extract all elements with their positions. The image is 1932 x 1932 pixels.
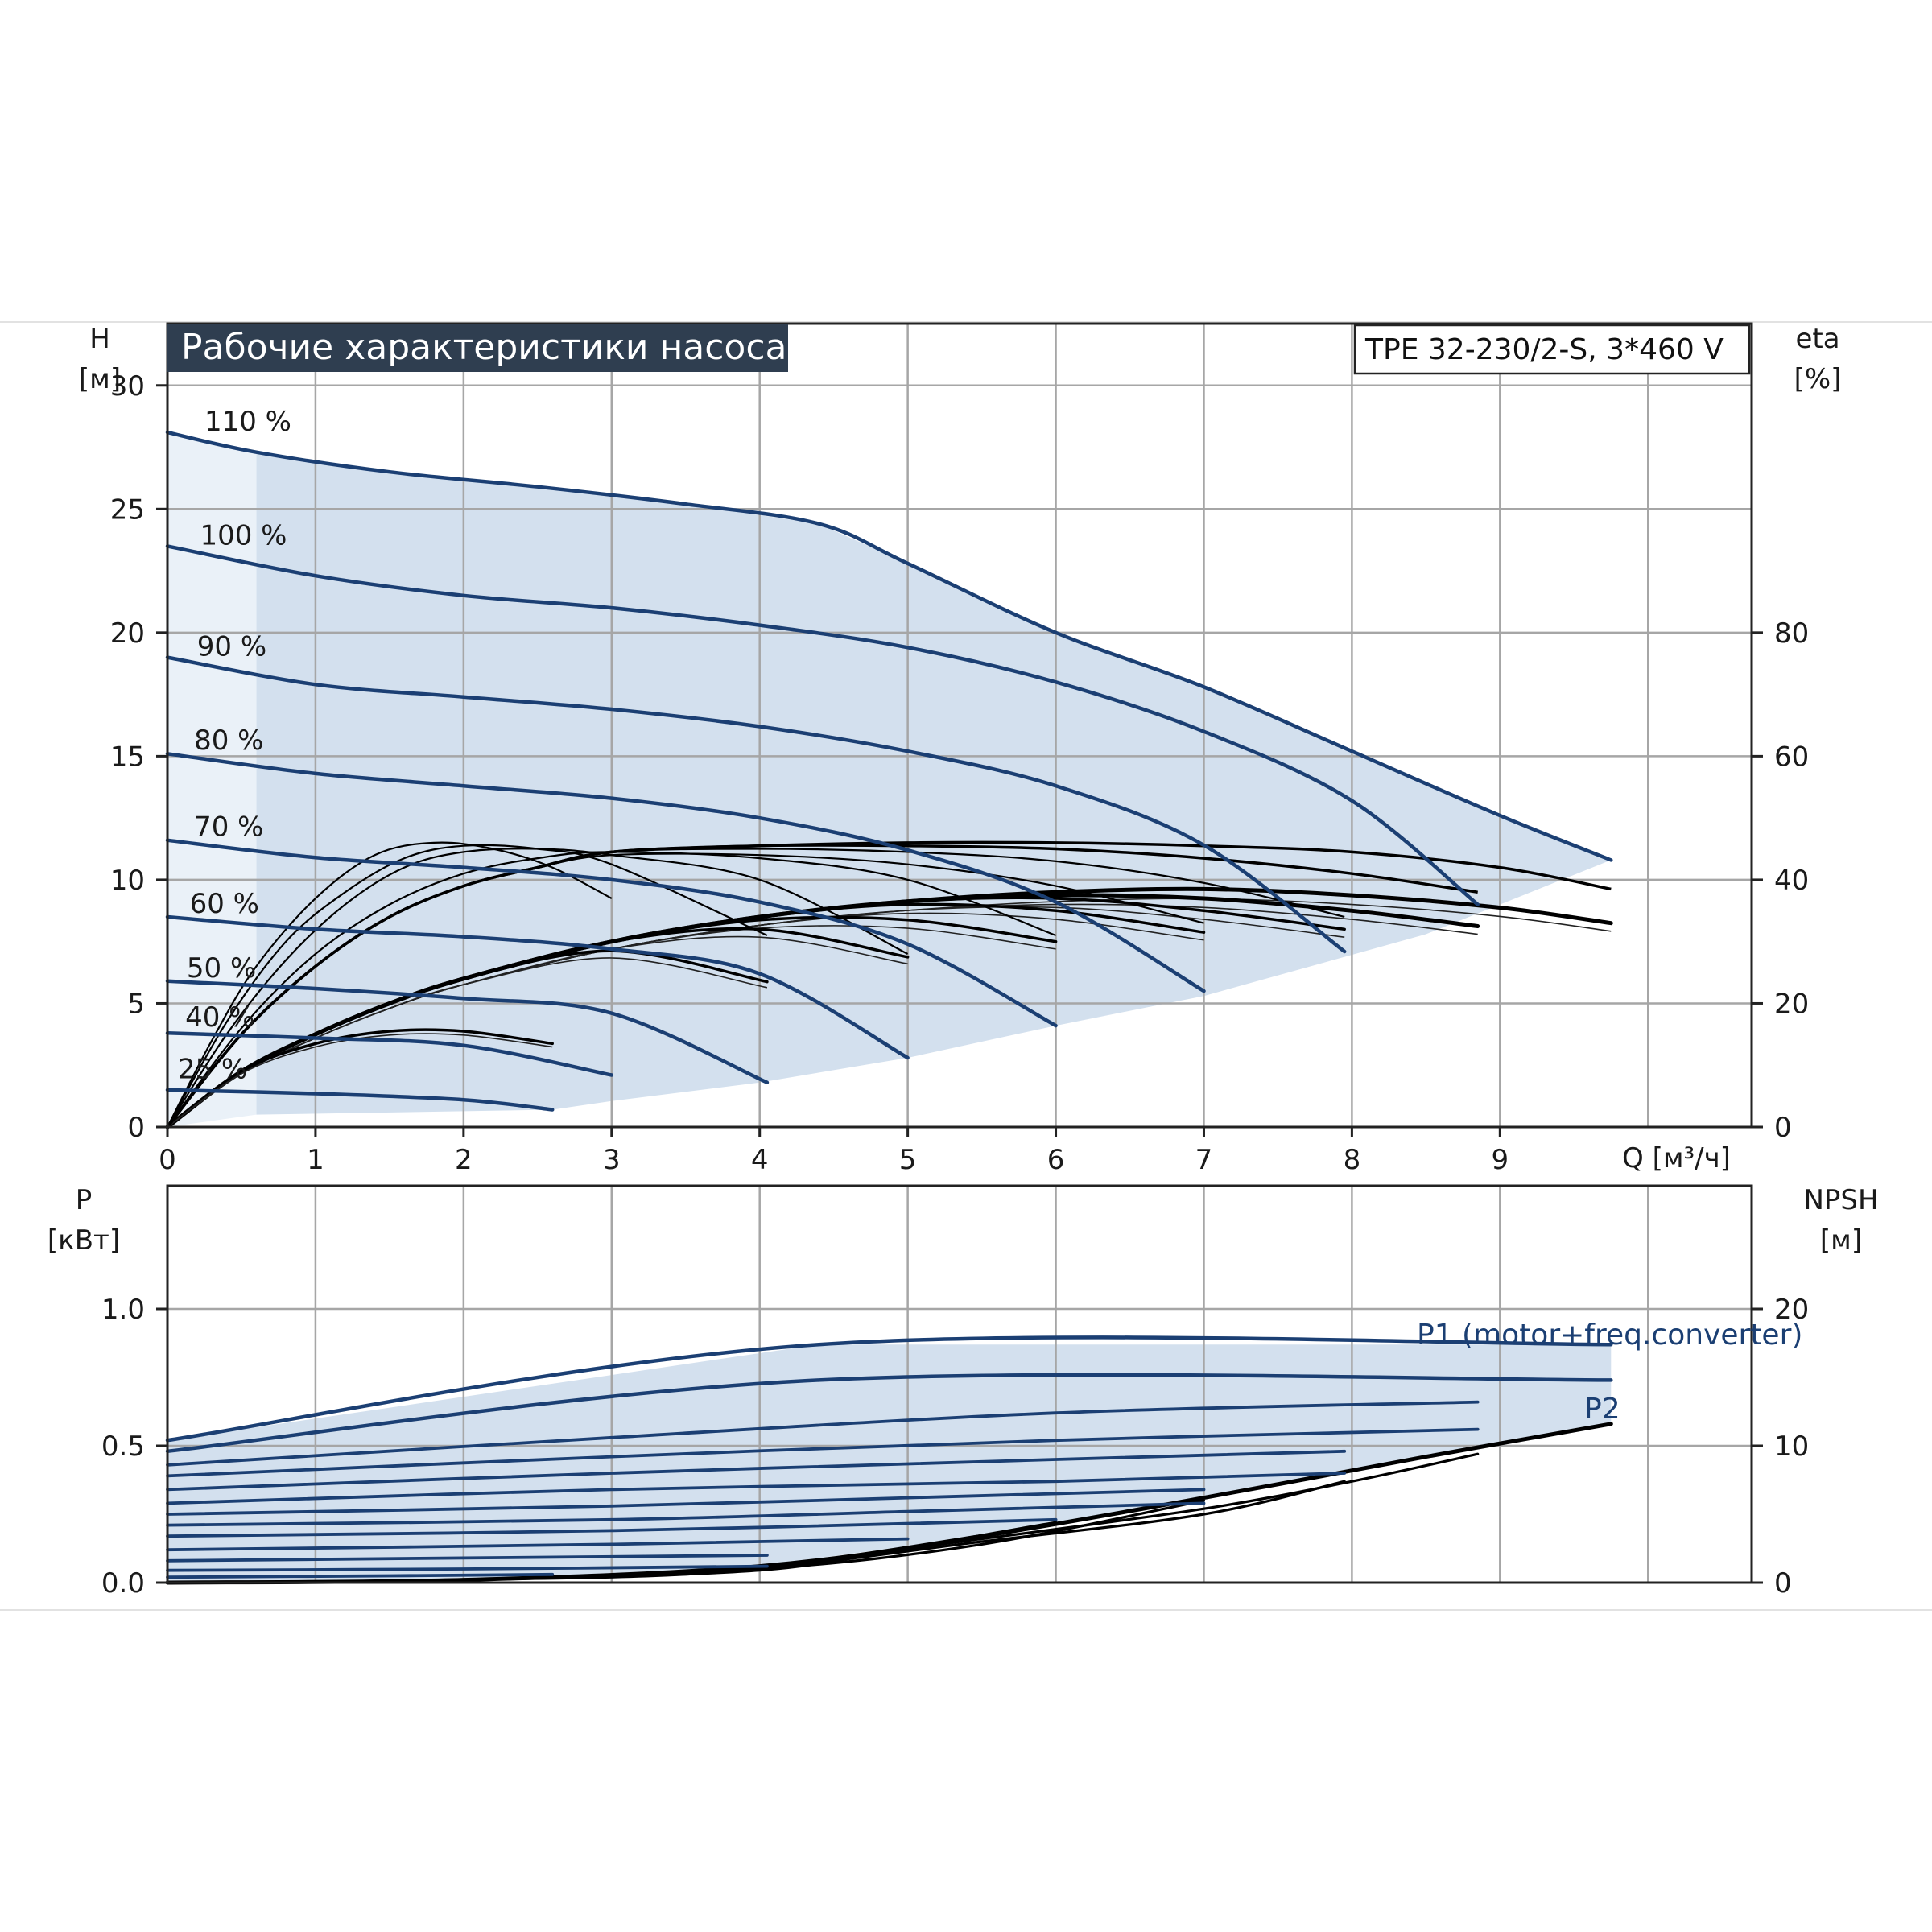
p1-curve: [166, 1472, 1347, 1505]
p1-curve: [166, 1488, 1206, 1516]
p1-curve: [166, 1449, 1347, 1492]
speed-label: 25 %: [178, 1054, 247, 1086]
speed-label: 80 %: [194, 724, 263, 757]
head-curve: [165, 655, 1347, 954]
p1-curves: [165, 1335, 1613, 1579]
head-tick-label: 10: [110, 865, 145, 897]
speed-label: 100 %: [200, 519, 287, 551]
p1-curve: [166, 1572, 555, 1579]
head-y-ticks: 0 5 10 15 20 25 30: [110, 370, 167, 1144]
eta-y-ticks: 0 20 40 60 80: [1752, 617, 1809, 1144]
p1-curve: [165, 1335, 1613, 1443]
speed-label: 110 %: [204, 406, 291, 438]
flow-tick-label: 4: [751, 1144, 769, 1176]
eta-tick-label: 20: [1774, 988, 1809, 1020]
speed-label: 60 %: [190, 888, 259, 920]
flow-tick-label: 8: [1344, 1144, 1361, 1176]
head-tick-label: 5: [127, 988, 145, 1020]
head-curve: [165, 1088, 555, 1112]
p1-curve: [166, 1564, 769, 1572]
flow-tick-label: 9: [1492, 1144, 1509, 1176]
speed-label: 70 %: [194, 811, 263, 844]
head-curves: [165, 430, 1613, 1112]
p1-curve: [166, 1501, 1206, 1527]
head-curve: [165, 838, 1058, 1028]
eta-tick-label: 0: [1774, 1112, 1792, 1144]
flow-axis-label: Q [м³/ч]: [1622, 1142, 1731, 1174]
power-tick-label: 0.5: [101, 1430, 145, 1463]
flow-tick-label: 0: [159, 1144, 176, 1176]
head-chart: 110 % 100 % 90 % 80 % 70 % 60 % 50 % 40 % 25 % Р…: [79, 322, 1842, 1176]
model-box: [1353, 324, 1751, 375]
head-curve: [165, 1031, 614, 1077]
p1-curve: [166, 1537, 910, 1552]
model-label: TPE 32-230/2-S, 3*460 V: [1364, 333, 1724, 366]
p2-annotation: P2: [1584, 1393, 1620, 1426]
head-curve: [165, 752, 1206, 993]
npsh-axis-unit: [м]: [1820, 1224, 1862, 1257]
npsh-tick-label: 0: [1774, 1567, 1792, 1600]
p1-annotation: P1 (motor+freq.converter): [1417, 1319, 1802, 1352]
power-y-ticks: 0.0 0.5 1.0: [101, 1294, 167, 1600]
p1-curve: [166, 1427, 1480, 1478]
eta-tick-label: 80: [1774, 617, 1809, 650]
flow-tick-label: 5: [899, 1144, 917, 1176]
head-tick-label: 15: [110, 741, 145, 773]
head-tick-label: 20: [110, 617, 145, 650]
head-tick-label: 0: [127, 1112, 145, 1144]
eta-tick-label: 40: [1774, 865, 1809, 897]
eta-upper-curve: [167, 851, 1056, 1128]
head-tick-label: 30: [110, 370, 145, 402]
speed-label: 90 %: [197, 631, 266, 663]
flow-tick-label: 2: [455, 1144, 473, 1176]
head-plot-frame: [166, 322, 1753, 1129]
p1-curve: [166, 1554, 769, 1563]
head-operating-area: [256, 452, 1612, 1115]
power-tick-label: 1.0: [101, 1294, 145, 1326]
head-axis-label: H: [89, 323, 110, 355]
head-tick-label: 25: [110, 493, 145, 526]
eta-axis-label: eta: [1795, 323, 1839, 355]
eta-curve: [166, 1028, 554, 1129]
speed-label: 40 %: [185, 1001, 254, 1034]
head-curve: [165, 544, 1480, 906]
eta-upper-curve: [167, 848, 909, 1128]
head-curve: [165, 430, 1613, 862]
eta-tick-label: 60: [1774, 741, 1809, 773]
eta-upper-curve: [167, 844, 768, 1128]
npsh-y-ticks: 0 10 20: [1752, 1294, 1809, 1600]
flow-x-ticks: 0 1 2 3 4 5 6 7 8 9: [159, 1127, 1509, 1176]
flow-tick-label: 6: [1047, 1144, 1065, 1176]
npsh-tick-label: 20: [1774, 1294, 1809, 1326]
npsh-tick-label: 10: [1774, 1430, 1809, 1463]
speed-label: 50 %: [187, 952, 256, 985]
flow-tick-label: 3: [603, 1144, 621, 1176]
speed-labels: 110 % 100 % 90 % 80 % 70 % 60 % 50 % 40 % 25 %: [178, 406, 291, 1086]
power-axis-label: P: [76, 1184, 93, 1216]
npsh-axis-label: NPSH: [1803, 1184, 1878, 1216]
title-banner: [167, 324, 788, 372]
eta-axis-unit: [%]: [1794, 363, 1842, 395]
head-curve: [165, 979, 770, 1084]
power-axis-unit: [кВт]: [47, 1224, 120, 1257]
head-axis-unit: [м]: [79, 363, 121, 395]
power-chart: 0.0 0.5 1.0 0 10 20 P [кВт] NPSH [м] P1 (mot…: [47, 1184, 1879, 1600]
p1-curve: [166, 1400, 1480, 1467]
flow-tick-label: 1: [307, 1144, 324, 1176]
chart-title: Рабочие характеристики насоса: [181, 327, 786, 368]
p1-curve: [166, 1517, 1058, 1538]
head-low-flow-area: [167, 432, 257, 1127]
power-tick-label: 0.0: [101, 1567, 145, 1600]
p1-curve: [165, 1373, 1613, 1454]
head-grid: [167, 324, 1752, 1127]
head-curve: [165, 914, 910, 1060]
power-plot-frame: [166, 1184, 1753, 1584]
flow-tick-label: 7: [1195, 1144, 1213, 1176]
